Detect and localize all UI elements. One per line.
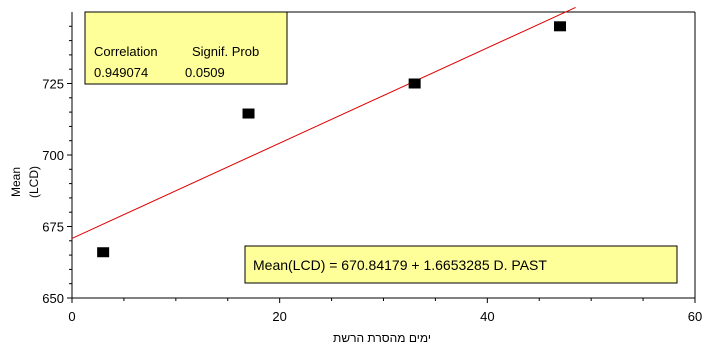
x-axis-ticks: 0 20 40 60 [68,298,702,324]
signif-value: 0.0509 [185,65,225,80]
correlation-header: Correlation [94,44,158,59]
y-tick-label: 650 [42,291,64,306]
correlation-box: Correlation Signif. Prob 0.949074 0.0509 [84,11,288,85]
equation-box-background [244,245,678,284]
data-points [97,21,567,258]
y-axis-label-line1: Mean [9,167,23,197]
y-axis-label-line2: (LCD) [27,166,41,198]
x-tick-label: 60 [688,309,702,324]
y-tick-label: 725 [42,77,64,92]
x-axis-label: ימים מהסרת הרשת [333,331,431,345]
y-tick-label: 700 [42,148,64,163]
correlation-box-background [84,11,288,85]
regression-equation: Mean(LCD) = 670.84179 + 1.6653285 D. PAS… [253,257,547,273]
x-tick-label: 40 [480,309,494,324]
correlation-value: 0.949074 [94,65,148,80]
signif-header: Signif. Prob [192,44,259,59]
regression-line [71,6,576,239]
equation-box: Mean(LCD) = 670.84179 + 1.6653285 D. PAS… [244,245,678,284]
y-tick-label: 675 [42,220,64,235]
data-point [242,108,255,119]
data-point [408,78,421,89]
x-tick-label: 20 [272,309,286,324]
data-point [554,21,567,32]
x-tick-label: 0 [68,309,75,324]
y-axis-ticks: 650 675 700 725 [42,25,72,306]
data-point [97,247,110,258]
